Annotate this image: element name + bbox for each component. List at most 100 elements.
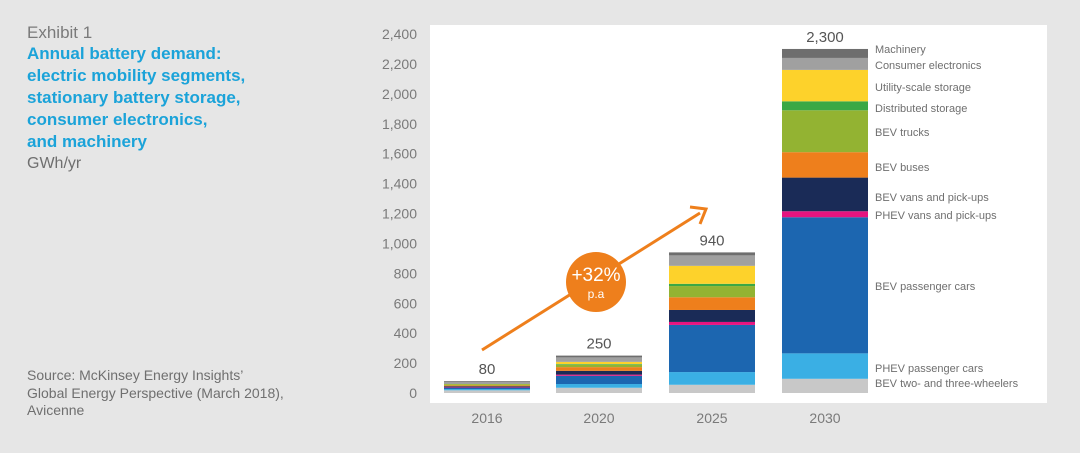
source-note: Source: McKinsey Energy Insights’ Global… [27,367,347,420]
bar-totals: 80 250 940 2,300 [479,29,844,378]
legend-label: Consumer electronics [875,60,982,72]
legend-label: Distributed storage [875,103,967,115]
bar-total-label: 940 [699,232,724,249]
legend-label: BEV trucks [875,127,930,139]
growth-arrow: +32% p.a [481,205,709,352]
bars [444,48,868,393]
bar-total-label: 250 [586,336,611,353]
chart-title: Annual battery demand: electric mobility… [27,43,357,153]
y-tick-label: 1,000 [382,235,417,251]
x-axis: 2016 2020 2025 2030 [471,410,840,426]
cagr-label: p.a [588,287,605,301]
bar-segment [782,152,868,178]
bar-segment [669,321,755,325]
legend-label: BEV vans and pick-ups [875,192,989,204]
bar-segment [556,355,642,358]
legend-label: BEV two- and three-wheelers [875,378,1019,390]
x-tick-label: 2025 [696,410,727,426]
bar-segment [444,386,530,388]
unit-label: GWh/yr [27,155,82,172]
bar-segment [556,374,642,376]
bar-segment [556,361,642,365]
bar-segment [669,283,755,287]
bar-segment [669,324,755,373]
cagr-badge [566,252,626,312]
title-line: and machinery [27,132,147,151]
bar-segment [669,286,755,298]
title-line: electric mobility segments, [27,66,246,85]
bar-segment [556,387,642,393]
y-tick-label: 2,000 [382,86,417,102]
bar-segment [556,384,642,388]
growth-arrow-head-icon [689,205,709,225]
title-line: Annual battery demand: [27,44,222,63]
y-tick-label: 200 [394,355,418,371]
x-tick-label: 2020 [583,410,614,426]
title-block: Exhibit 1 Annual battery demand: electri… [27,22,357,174]
legend-label: BEV passenger cars [875,281,976,293]
bar-segment [444,389,530,391]
y-tick-label: 1,800 [382,116,417,132]
bar-segment [444,384,530,385]
bar-segment [556,357,642,362]
bar-segment [782,101,868,111]
bar-segment [444,384,530,386]
y-tick-label: 1,600 [382,146,417,162]
y-tick-label: 800 [394,265,418,281]
bar-segment [669,297,755,310]
y-tick-label: 400 [394,325,418,341]
legend-label: PHEV passenger cars [875,363,984,375]
y-tick-label: 0 [409,385,417,401]
bar-segment [782,48,868,58]
x-tick-label: 2016 [471,410,502,426]
bar-segment [669,372,755,385]
x-tick-label: 2030 [809,410,840,426]
bar-segment [782,353,868,379]
legend: BEV two- and three-wheelers PHEV passenge… [875,44,1019,390]
bar-segment [444,384,530,385]
bar-segment [444,387,530,390]
bar-segment [444,390,530,393]
legend-label: Machinery [875,44,926,56]
source-line: Avicenne [27,402,85,418]
cagr-value: +32% [571,265,620,286]
title-line: stationary battery storage, [27,88,241,107]
bar-segment [782,378,868,393]
y-tick-label: 1,200 [382,206,417,222]
bar-segment [444,381,530,382]
bar-segment [782,69,868,102]
bar-segment [782,217,868,354]
bar-segment [444,387,530,388]
bar-segment [556,364,642,365]
y-tick-label: 1,400 [382,176,417,192]
bar-segment [444,381,530,385]
bar-total-label: 2,300 [806,29,844,46]
bar-segment [556,370,642,375]
bar-segment [782,211,868,218]
bar-segment [669,255,755,266]
title-line: consumer electronics, [27,110,208,129]
legend-label: PHEV vans and pick-ups [875,210,997,222]
legend-label: BEV buses [875,162,930,174]
bar-segment [556,367,642,371]
bar-segment [782,177,868,212]
bar-segment [669,265,755,284]
y-axis: 0 200 400 600 800 1,000 1,200 1,400 1,600 1,800 2,… [382,26,417,401]
bar-segment [669,309,755,322]
bar-total-label: 80 [479,361,496,378]
source-line: Source: McKinsey Energy Insights’ [27,367,244,383]
y-tick-label: 600 [394,295,418,311]
bar-segment [782,110,868,153]
y-tick-label: 2,400 [382,26,417,42]
bar-segment [669,384,755,393]
bar-segment [556,375,642,385]
legend-label: Utility-scale storage [875,82,971,94]
bar-segment [669,252,755,256]
bar-segment [782,57,868,70]
exhibit-label: Exhibit 1 [27,23,93,42]
source-line: Global Energy Perspective (March 2018), [27,384,284,401]
bar-segment [444,385,530,387]
y-tick-label: 2,200 [382,56,417,72]
bar-segment [556,364,642,368]
